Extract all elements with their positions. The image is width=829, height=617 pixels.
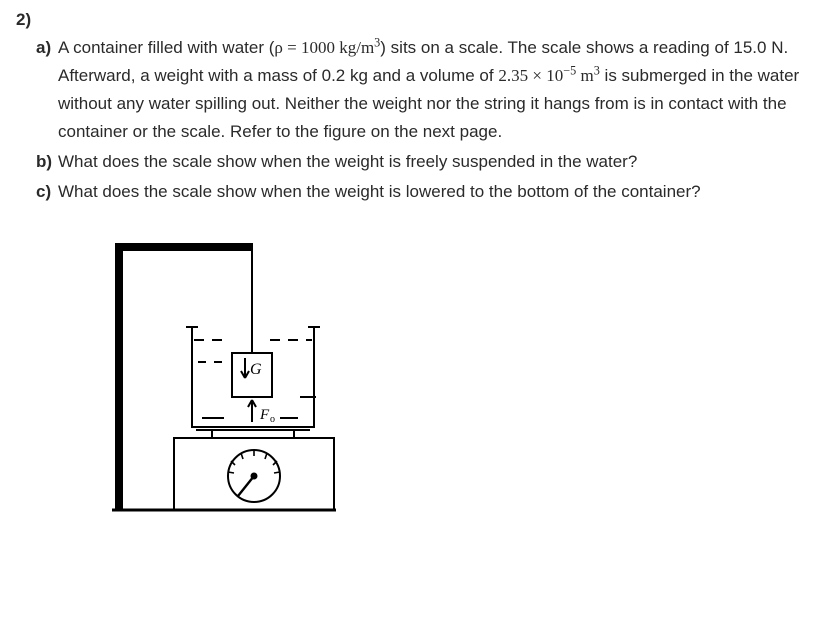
eq-sign: =	[283, 38, 301, 57]
times-symbol: ×	[528, 66, 546, 85]
vol-coeff: 2.35	[498, 66, 528, 85]
part-b: b) What does the scale show when the wei…	[36, 148, 813, 176]
label-F-sub: o	[270, 414, 275, 425]
part-a: a) A container filled with water (ρ = 10…	[36, 34, 813, 146]
question-number: 2)	[16, 6, 813, 34]
part-b-text: What does the scale show when the weight…	[58, 152, 637, 171]
vol-exp: −5	[563, 63, 576, 77]
part-c: c) What does the scale show when the wei…	[36, 178, 813, 206]
part-a-s1: A container filled with water (	[58, 38, 274, 57]
part-c-label: c)	[36, 178, 51, 206]
rho-symbol: ρ	[274, 38, 282, 57]
figure-container: G F o	[16, 232, 813, 529]
rho-unit-pre: kg/m	[335, 38, 374, 57]
part-c-text: What does the scale show when the weight…	[58, 182, 701, 201]
label-G: G	[250, 361, 262, 378]
label-F: F	[259, 407, 270, 423]
ten: 10	[546, 66, 563, 85]
part-b-label: b)	[36, 148, 52, 176]
rho-val: 1000	[301, 38, 335, 57]
part-a-label: a)	[36, 34, 51, 62]
part-a-body: A container filled with water (ρ = 1000 …	[58, 38, 799, 141]
apparatus-figure: G F o	[112, 232, 392, 520]
vol-unit-space: m	[576, 66, 593, 85]
parts-container: a) A container filled with water (ρ = 10…	[16, 34, 813, 206]
